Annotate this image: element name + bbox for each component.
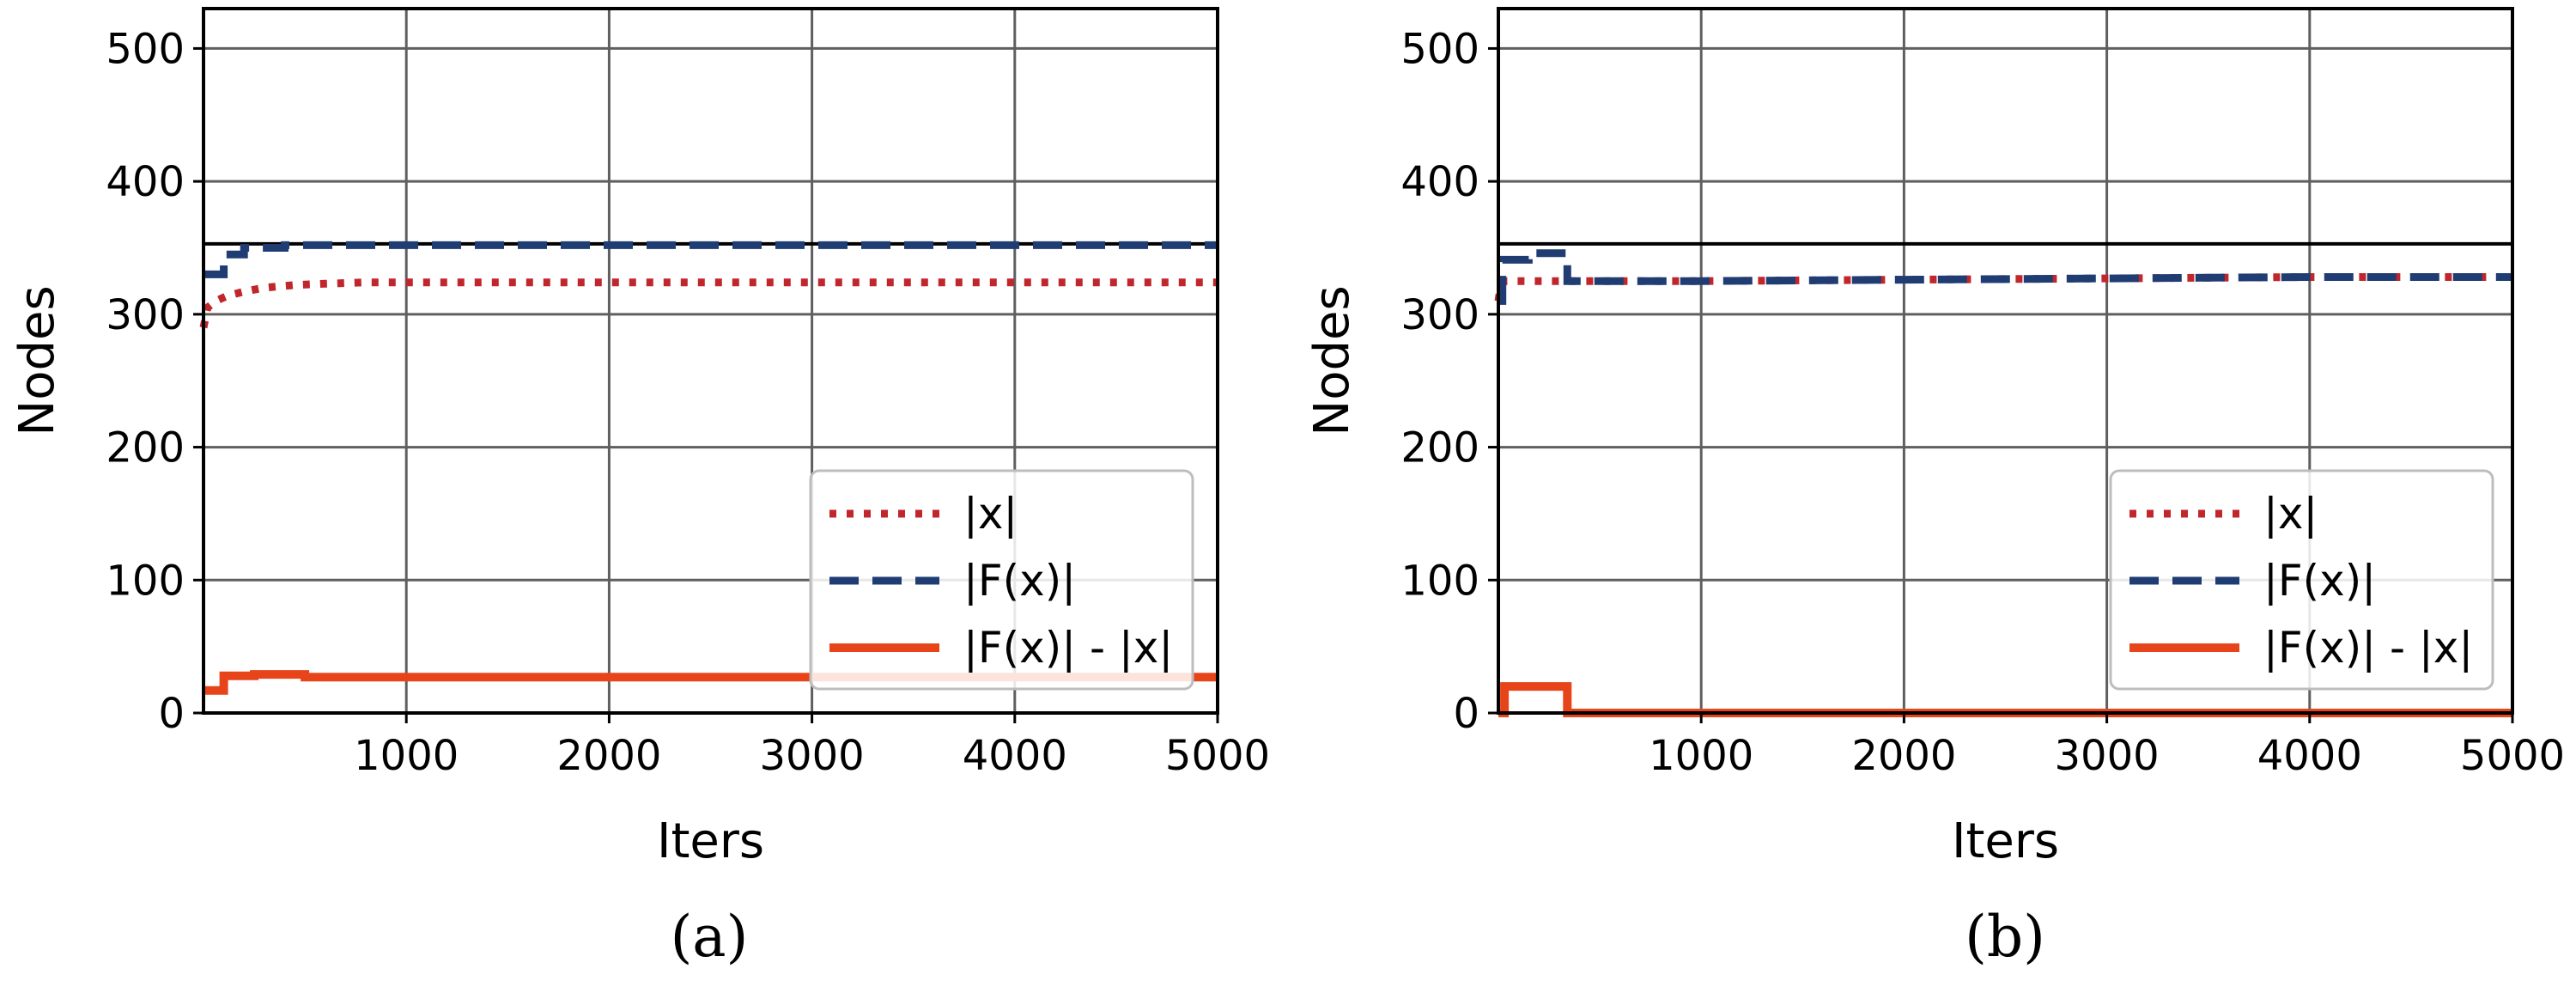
x-tick-label: 1000 [1649, 732, 1753, 780]
series-line-1 [1498, 249, 2512, 305]
y-tick-label: 400 [106, 158, 185, 206]
y-tick-label: 200 [1400, 424, 1479, 472]
chart-caption: (b) [1965, 904, 2045, 970]
x-tick-label: 5000 [2460, 732, 2565, 780]
x-tick-label: 3000 [2055, 732, 2160, 780]
chart-a: 1000 2000 3000 4000 5000 0 100 200 300 400 500 Iter… [9, 7, 1270, 970]
x-tick-label: 2000 [556, 732, 661, 780]
chart-b: 1000 2000 3000 4000 5000 0 100 200 300 400 500 Iter… [1304, 7, 2565, 970]
legend-label-1: |F(x)| [963, 556, 1076, 606]
legend-label-0: |x| [2263, 489, 2318, 539]
legend-box [809, 469, 1194, 691]
y-tick-label: 0 [1453, 690, 1479, 738]
x-tick-label: 3000 [760, 732, 865, 780]
axes-frame [202, 7, 1219, 715]
x-tick-label: 5000 [1165, 732, 1270, 780]
y-tick-label: 300 [106, 291, 185, 339]
legend-label-0: |x| [963, 489, 1018, 539]
y-tick-label: 0 [158, 690, 185, 738]
y-tick-label: 400 [1400, 158, 1479, 206]
legend-box [2109, 469, 2494, 691]
series-line-1 [204, 241, 1218, 278]
x-tick-label: 2000 [1851, 732, 1956, 780]
legend-label-2: |F(x)| - |x| [963, 623, 1173, 673]
chart-caption: (a) [671, 904, 749, 970]
y-axis-title: Nodes [9, 285, 65, 436]
legend-label-2: |F(x)| - |x| [2263, 623, 2473, 673]
y-tick-label: 100 [1400, 557, 1479, 605]
y-tick-label: 100 [106, 557, 185, 605]
series-line-2 [204, 670, 1218, 695]
legend: |x| |F(x)| |F(x)| - |x| [2109, 469, 2494, 691]
x-tick-label: 4000 [2257, 732, 2362, 780]
legend: |x| |F(x)| |F(x)| - |x| [809, 469, 1194, 691]
x-axis-title: Iters [1952, 813, 2059, 869]
y-tick-label: 200 [106, 424, 185, 472]
y-tick-label: 500 [106, 25, 185, 73]
x-tick-label: 1000 [354, 732, 459, 780]
y-axis-title: Nodes [1304, 285, 1360, 436]
y-tick-label: 500 [1400, 25, 1479, 73]
x-tick-label: 4000 [963, 732, 1067, 780]
y-tick-label: 300 [1400, 291, 1479, 339]
legend-label-1: |F(x)| [2263, 556, 2376, 606]
axes-frame [1497, 7, 2514, 715]
x-axis-title: Iters [657, 813, 764, 869]
